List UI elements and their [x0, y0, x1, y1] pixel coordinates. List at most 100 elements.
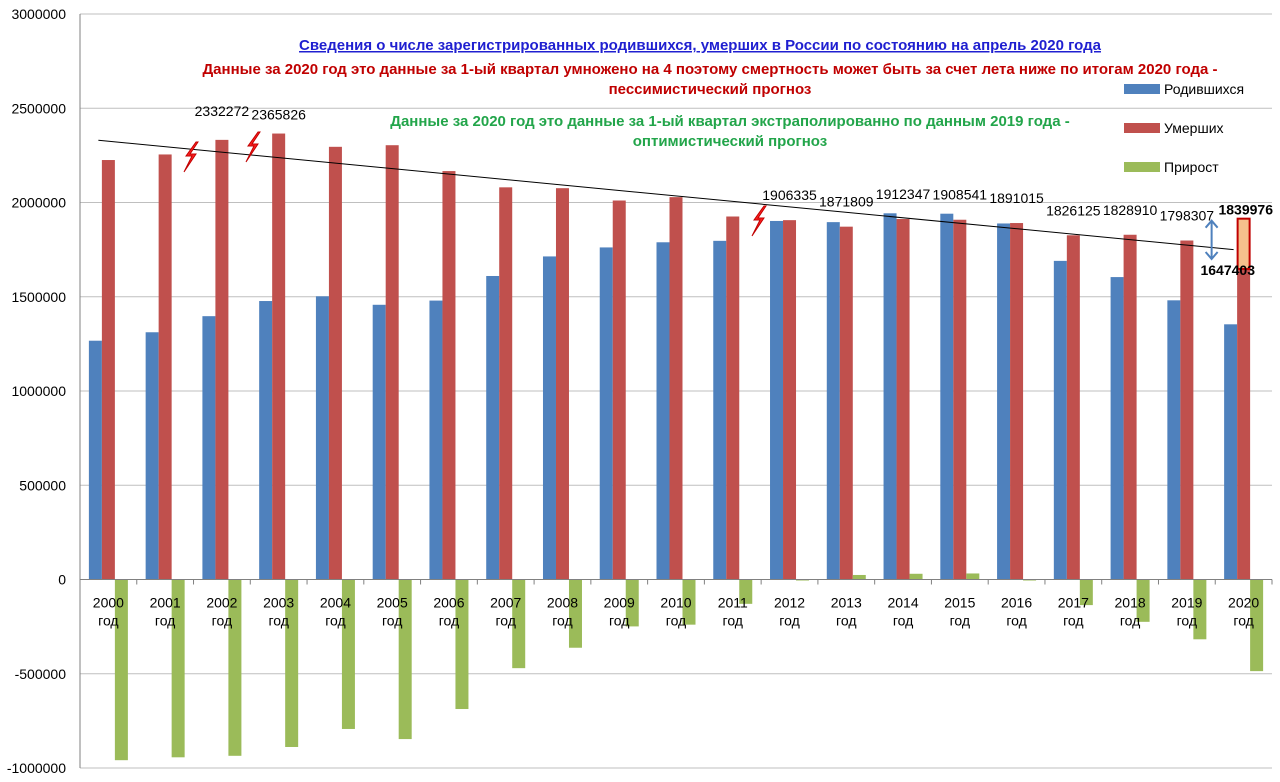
bar-deaths — [442, 171, 456, 580]
bar-deaths — [1123, 234, 1137, 580]
bar-births — [145, 332, 159, 580]
trendline — [98, 139, 1234, 251]
legend: Родившихся Умерших Прирост — [1124, 81, 1244, 175]
data-label-deaths: 1798307 — [1160, 208, 1215, 224]
x-tick-label-year: 2017 — [1058, 595, 1089, 611]
legend-swatch-growth — [1124, 162, 1160, 172]
bar-deaths — [1237, 268, 1251, 580]
bar-births — [883, 213, 897, 580]
y-tick-label: -1000000 — [7, 760, 66, 776]
x-tick-label-year: 2010 — [660, 595, 691, 611]
x-tick-label-unit: год — [552, 613, 572, 629]
x-tick-label-unit: год — [382, 613, 402, 629]
bar-deaths — [328, 146, 342, 580]
bar-births — [372, 304, 386, 580]
chart-title: Сведения о числе зарегистрированных роди… — [299, 37, 1102, 54]
bar-births — [826, 222, 840, 580]
y-tick-label: 2500000 — [11, 100, 66, 116]
x-tick-label-unit: год — [1177, 613, 1197, 629]
data-label-deaths: 1906335 — [762, 187, 817, 203]
x-tick-label-unit: год — [439, 613, 459, 629]
bar-growth — [1250, 579, 1264, 672]
x-tick-label-year: 2003 — [263, 595, 294, 611]
x-tick-label-unit: год — [836, 613, 856, 629]
x-tick-label-year: 2014 — [887, 595, 918, 611]
bar-births — [770, 220, 784, 580]
x-tick-label-year: 2009 — [604, 595, 635, 611]
bar-growth — [625, 579, 639, 627]
legend-swatch-births — [1124, 84, 1160, 94]
data-labels: 2332272 2365826 1906335 1871809 1912347 19085… — [195, 103, 1215, 224]
x-tick-label-year: 2019 — [1171, 595, 1202, 611]
y-tick-label: 500000 — [19, 477, 66, 493]
bar-deaths — [215, 139, 229, 580]
x-tick-label-unit: год — [1120, 613, 1140, 629]
bar-deaths — [499, 187, 513, 580]
bar-deaths — [669, 197, 683, 580]
bar-growth — [398, 579, 412, 740]
bar-births — [202, 316, 216, 580]
bar-growth — [285, 579, 299, 747]
data-label-deaths: 1871809 — [819, 194, 874, 210]
bar-deaths — [783, 220, 797, 580]
x-tick-label-year: 2005 — [377, 595, 408, 611]
forecast-arrow-head-up — [1204, 219, 1219, 229]
x-tick-label-unit: год — [98, 613, 118, 629]
bar-deaths — [385, 145, 399, 580]
x-tick-label-year: 2013 — [831, 595, 862, 611]
y-tick-label: -500000 — [15, 666, 67, 682]
bar-growth — [114, 579, 128, 761]
y-tick-label: 1500000 — [11, 289, 66, 305]
bar-births — [1110, 277, 1124, 580]
x-tick-label-year: 2008 — [547, 595, 578, 611]
x-tick-label-year: 2011 — [718, 595, 748, 611]
bar-deaths — [726, 216, 740, 580]
data-label-deaths: 1908541 — [933, 187, 988, 203]
bar-growth — [682, 579, 696, 625]
x-tick-label-unit: год — [212, 613, 232, 629]
x-tick-label-unit: год — [950, 613, 970, 629]
x-tick-label-unit: год — [893, 613, 913, 629]
bar-births — [88, 340, 102, 580]
bar-births — [429, 300, 443, 580]
data-label-deaths: 1891015 — [989, 190, 1044, 206]
x-tick-label-year: 2020 — [1228, 595, 1259, 611]
x-tick-label-unit: год — [1233, 613, 1253, 629]
bar-deaths — [612, 200, 626, 580]
data-label-deaths: 2365826 — [251, 107, 306, 123]
x-tick-label-year: 2004 — [320, 595, 351, 611]
bar-growth — [966, 573, 980, 580]
bar-births — [656, 242, 670, 580]
data-label-deaths: 2332272 — [195, 103, 250, 119]
x-tick-label-year: 2001 — [150, 595, 181, 611]
bar-growth — [909, 573, 923, 580]
bar-deaths — [158, 154, 172, 580]
note-optimistic-line1: Данные за 2020 год это данные за 1-ый кв… — [390, 113, 1069, 130]
x-tick-label-unit: год — [723, 613, 743, 629]
y-tick-label: 3000000 — [11, 6, 66, 22]
bar-growth — [341, 579, 355, 729]
legend-label-births: Родившихся — [1164, 81, 1244, 97]
bar-growth — [1079, 579, 1093, 606]
annotations: 1839976 1647403 — [183, 131, 1273, 278]
bar-deaths — [953, 219, 967, 580]
x-tick-label-year: 2000 — [93, 595, 124, 611]
bars — [88, 133, 1264, 761]
bar-births — [997, 223, 1011, 580]
x-tick-label-year: 2016 — [1001, 595, 1032, 611]
bar-growth — [512, 579, 526, 669]
bar-growth — [568, 579, 582, 648]
x-tick-label-unit: год — [666, 613, 686, 629]
x-tick-label-unit: год — [325, 613, 345, 629]
y-tick-label: 0 — [58, 572, 66, 588]
bar-births — [713, 240, 727, 580]
bar-births — [599, 247, 613, 580]
x-tick-label-unit: год — [268, 613, 288, 629]
x-tick-label-unit: год — [1006, 613, 1026, 629]
x-tick-label-unit: год — [155, 613, 175, 629]
forecast-box — [1236, 217, 1251, 270]
data-label-deaths: 1826125 — [1046, 202, 1101, 218]
data-label-deaths: 1828910 — [1103, 202, 1158, 218]
bar-growth — [455, 579, 469, 710]
y-tick-label: 2000000 — [11, 195, 66, 211]
